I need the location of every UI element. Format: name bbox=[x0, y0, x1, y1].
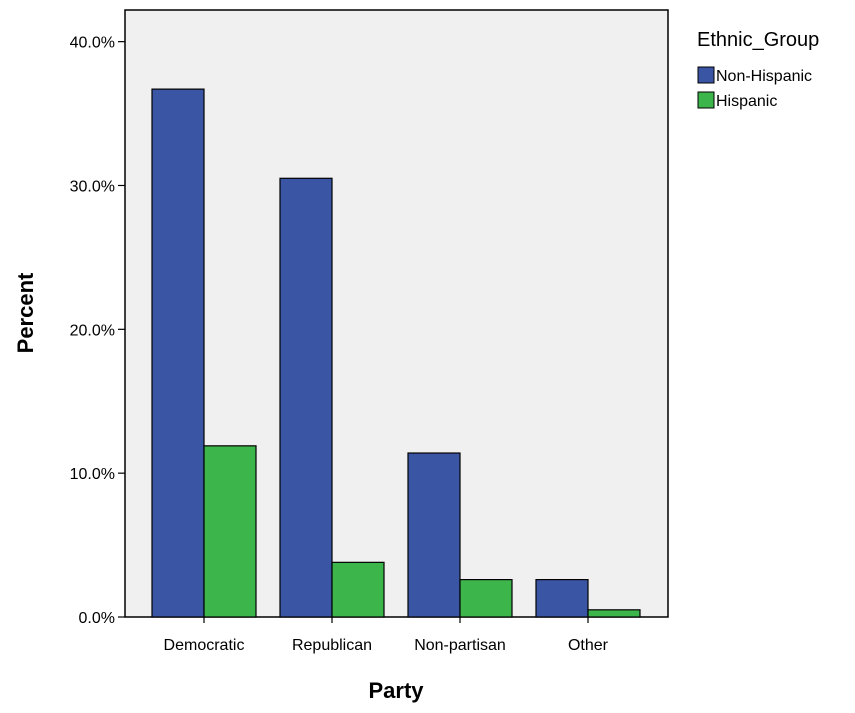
legend-title: Ethnic_Group bbox=[697, 29, 819, 51]
bar-non-hispanic-republican bbox=[279, 177, 333, 618]
bars-group bbox=[151, 88, 641, 618]
y-tick-label: 20.0% bbox=[70, 322, 115, 339]
x-axis: Democratic Republican Non-partisan Other bbox=[164, 617, 609, 654]
bar-non-hispanic-democratic bbox=[151, 88, 205, 618]
y-tick-label: 30.0% bbox=[70, 178, 115, 195]
x-tick-label: Other bbox=[568, 637, 609, 654]
y-tick-label: 40.0% bbox=[70, 35, 115, 52]
legend-swatch bbox=[697, 66, 715, 84]
bar-non-hispanic-non-partisan bbox=[407, 452, 461, 618]
bar-hispanic-non-partisan bbox=[459, 579, 513, 618]
x-tick-label: Republican bbox=[292, 637, 372, 654]
bar-hispanic-republican bbox=[331, 561, 385, 618]
bar-hispanic-democratic bbox=[203, 445, 257, 618]
bar-non-hispanic-other bbox=[535, 579, 589, 618]
legend-label: Non-Hispanic bbox=[716, 68, 812, 85]
bar-hispanic-other bbox=[587, 609, 641, 618]
legend-swatch bbox=[697, 91, 715, 109]
legend-label: Hispanic bbox=[716, 93, 777, 110]
y-axis: 0.0% 10.0% 20.0% 30.0% 40.0% bbox=[70, 35, 125, 627]
y-tick-label: 10.0% bbox=[70, 466, 115, 483]
x-tick-label: Democratic bbox=[164, 637, 245, 654]
legend-items: Non-Hispanic Hispanic bbox=[697, 66, 812, 110]
legend: Ethnic_Group Non-Hispanic Hispanic bbox=[697, 29, 819, 110]
x-axis-title: Party bbox=[368, 678, 424, 703]
y-tick-label: 0.0% bbox=[79, 610, 115, 627]
y-axis-title: Percent bbox=[13, 272, 38, 353]
x-tick-label: Non-partisan bbox=[414, 637, 506, 654]
